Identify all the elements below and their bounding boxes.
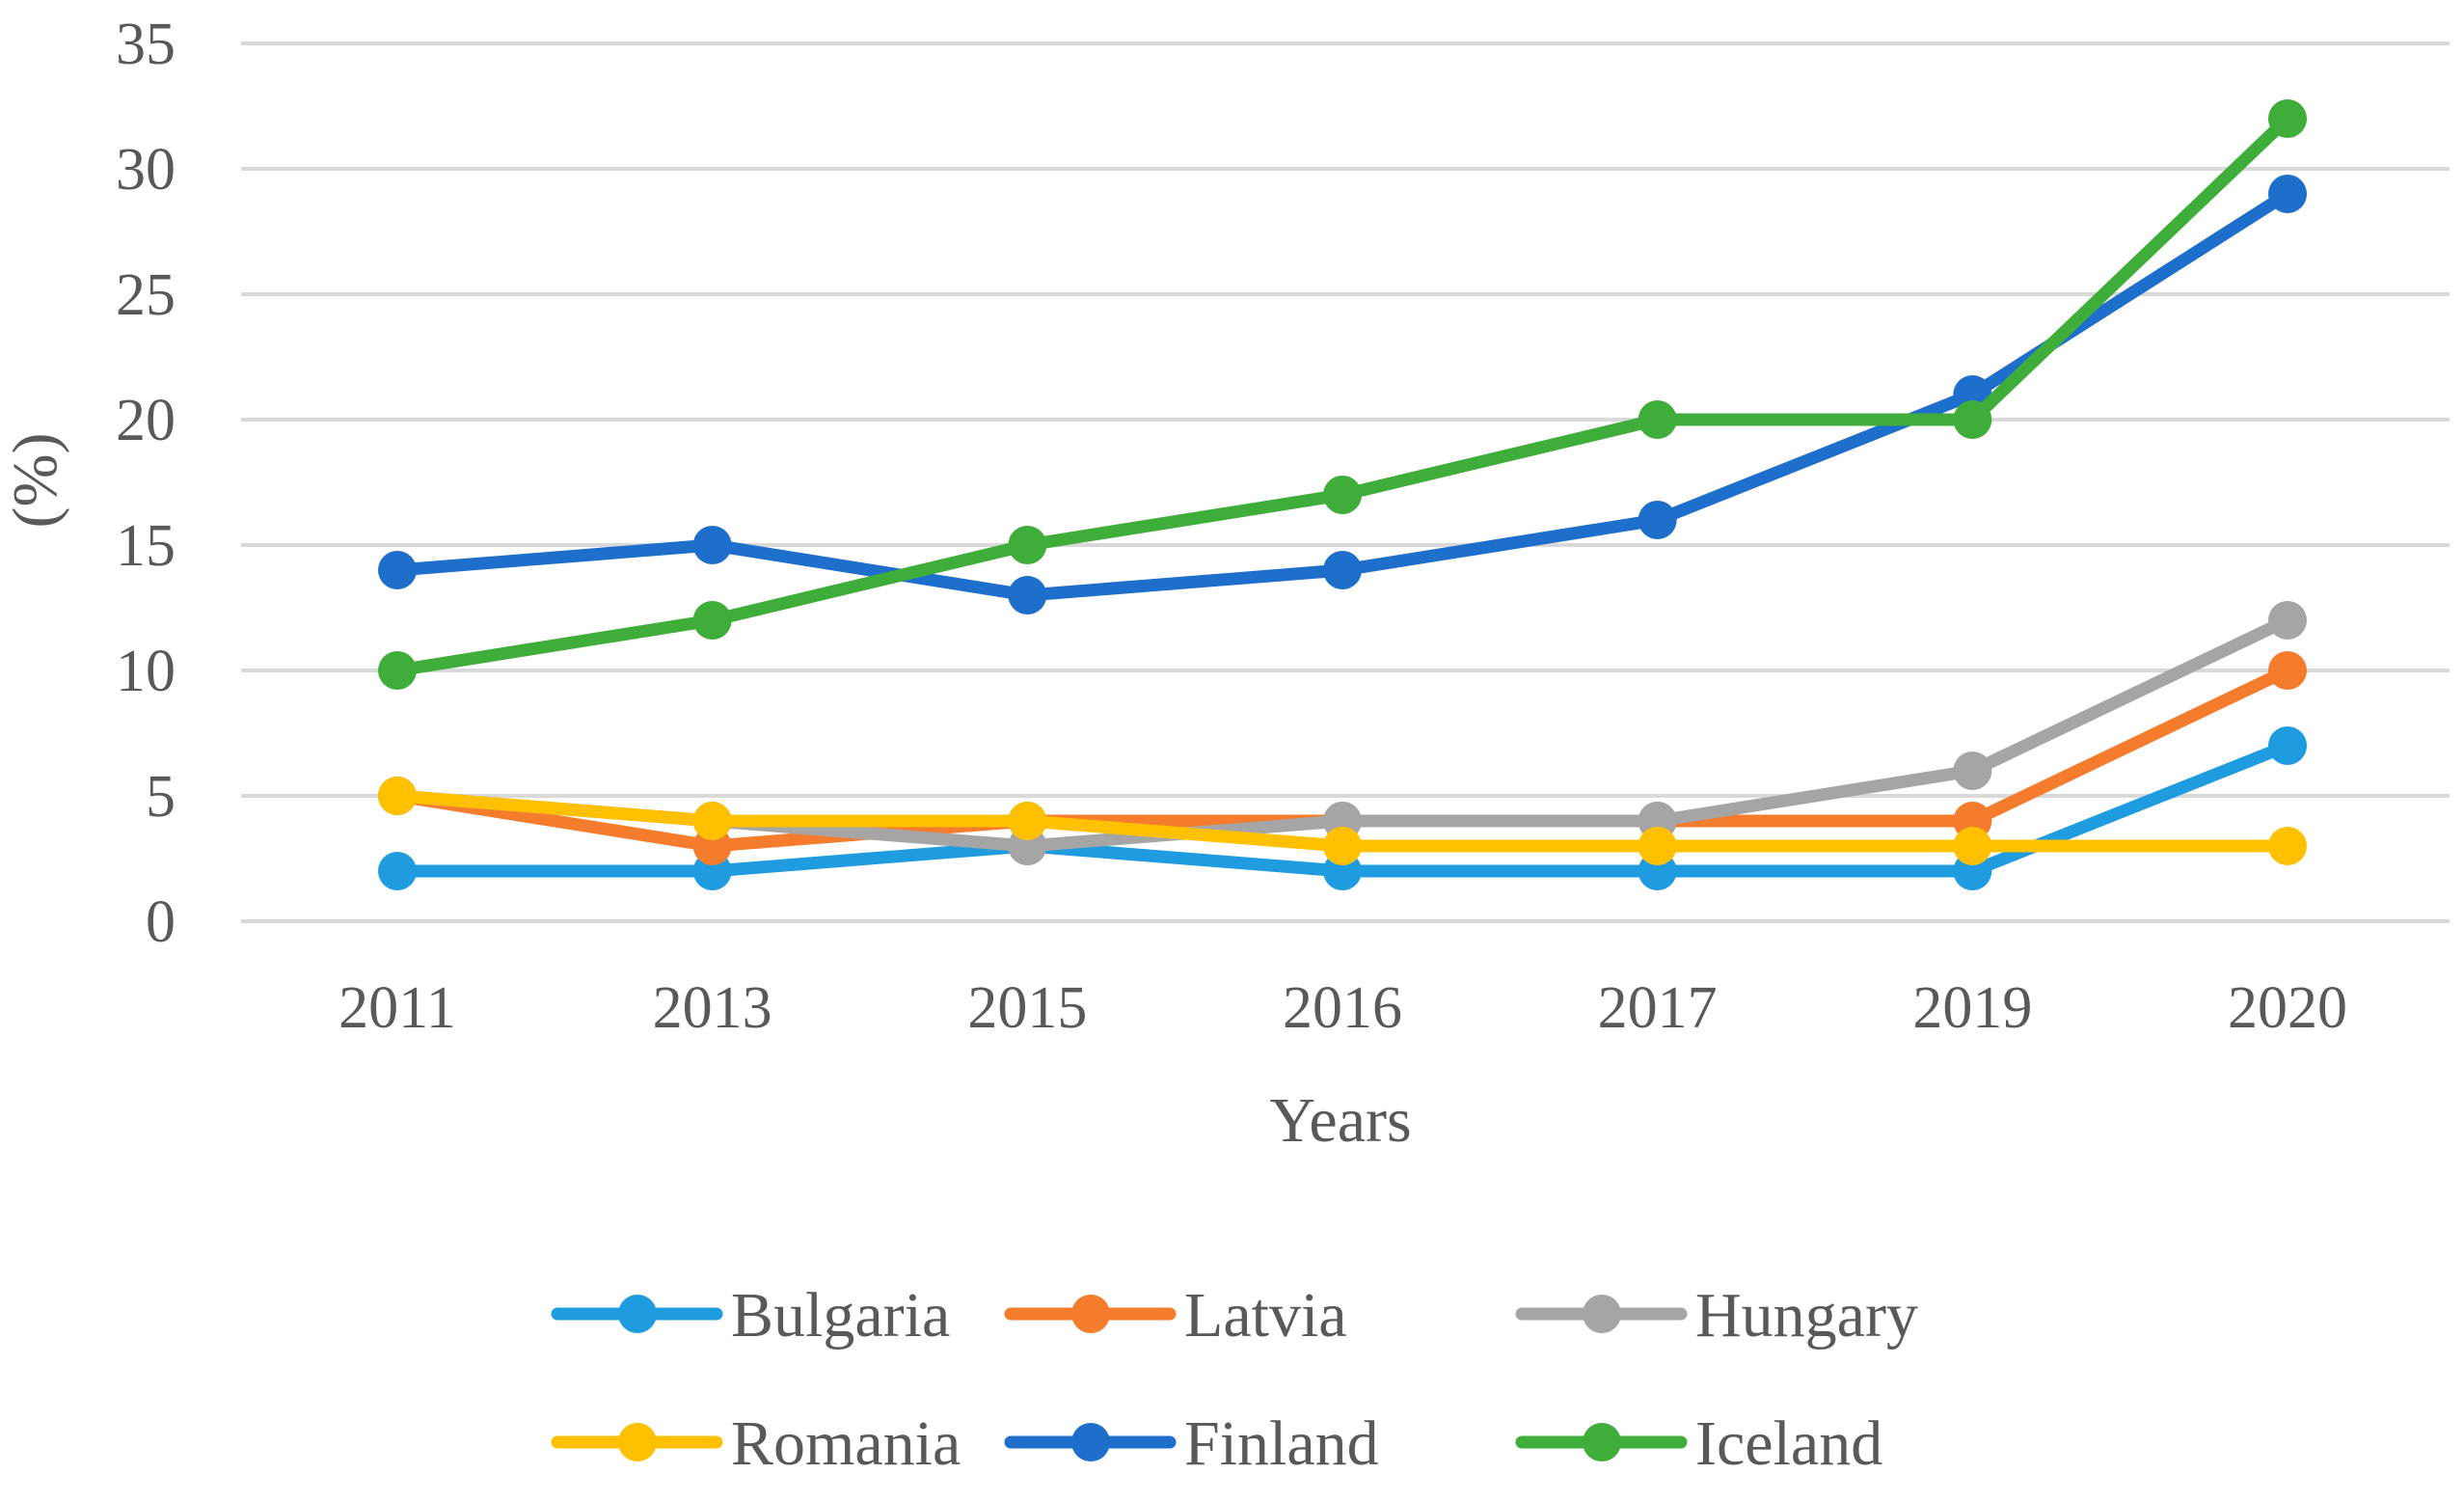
x-tick-label: 2011	[338, 975, 456, 1041]
data-point-iceland-2020	[2268, 99, 2307, 138]
y-axis-ticks: 0 5 10 15 20 25 30 35	[116, 12, 176, 955]
data-point-romania-2011	[378, 777, 417, 815]
x-axis-title: Years	[1269, 1085, 1411, 1156]
legend-item-finland: Finland	[1004, 1408, 1379, 1479]
series-lines	[378, 99, 2307, 890]
legend-swatch-marker	[618, 1423, 657, 1461]
legend-label: Finland	[1184, 1408, 1379, 1479]
legend-item-hungary: Hungary	[1515, 1280, 1918, 1351]
y-tick-label: 15	[116, 513, 176, 579]
series-finland	[378, 175, 2307, 614]
legend-item-iceland: Iceland	[1515, 1408, 1882, 1479]
legend-swatch-marker	[1071, 1423, 1110, 1461]
data-point-hungary-2019	[1953, 751, 1992, 790]
data-point-finland-2017	[1638, 501, 1677, 539]
x-tick-label: 2013	[653, 975, 772, 1041]
data-point-romania-2017	[1638, 827, 1677, 865]
legend-swatch-marker	[1583, 1423, 1621, 1461]
data-point-iceland-2017	[1638, 400, 1677, 439]
data-point-romania-2015	[1008, 802, 1047, 840]
data-point-finland-2015	[1008, 576, 1047, 614]
data-point-romania-2019	[1953, 827, 1992, 865]
data-point-hungary-2020	[2268, 601, 2307, 640]
y-tick-label: 20	[116, 388, 176, 453]
legend-swatch-marker	[1071, 1295, 1110, 1333]
data-point-bulgaria-2011	[378, 852, 417, 890]
legend-label: Iceland	[1695, 1408, 1882, 1479]
y-tick-label: 0	[146, 889, 176, 955]
x-tick-label: 2015	[967, 975, 1087, 1041]
x-tick-label: 2019	[1912, 975, 2032, 1041]
legend-item-latvia: Latvia	[1004, 1280, 1347, 1351]
legend-label: Latvia	[1184, 1280, 1347, 1351]
gridlines	[241, 41, 2450, 923]
data-point-latvia-2020	[2268, 651, 2307, 690]
series-hungary	[378, 601, 2307, 865]
y-tick-label: 10	[116, 639, 176, 704]
legend-swatch-marker	[618, 1295, 657, 1333]
x-axis-ticks: 2011 2013 2015 2016 2017 2019 2020	[338, 975, 2347, 1041]
y-tick-label: 5	[146, 764, 176, 830]
legend-label: Hungary	[1695, 1280, 1918, 1351]
data-point-finland-2020	[2268, 175, 2307, 213]
legend-item-bulgaria: Bulgaria	[551, 1280, 950, 1351]
data-point-romania-2020	[2268, 827, 2307, 865]
y-tick-label: 30	[116, 137, 176, 203]
series-romania	[378, 777, 2307, 865]
data-point-iceland-2015	[1008, 526, 1047, 564]
data-point-iceland-2019	[1953, 400, 1992, 439]
data-point-finland-2011	[378, 551, 417, 589]
y-tick-label: 35	[116, 12, 176, 77]
data-point-finland-2013	[692, 526, 732, 564]
y-axis-title: (%)	[0, 433, 70, 529]
x-tick-label: 2017	[1598, 975, 1718, 1041]
legend: Bulgaria Latvia Hungary Romania Finland Icela…	[551, 1280, 1918, 1479]
y-tick-label: 25	[116, 262, 176, 328]
data-point-bulgaria-2020	[2268, 726, 2307, 765]
x-tick-label: 2020	[2228, 975, 2347, 1041]
x-tick-label: 2016	[1283, 975, 1402, 1041]
data-point-iceland-2016	[1323, 476, 1362, 514]
legend-swatch-marker	[1583, 1295, 1621, 1333]
legend-label: Romania	[731, 1408, 961, 1479]
data-point-romania-2016	[1323, 827, 1362, 865]
data-point-iceland-2011	[378, 651, 417, 690]
data-point-romania-2013	[692, 802, 732, 840]
legend-label: Bulgaria	[731, 1280, 950, 1351]
data-point-iceland-2013	[692, 601, 732, 640]
series-iceland	[378, 99, 2307, 690]
data-point-finland-2016	[1323, 551, 1362, 589]
legend-item-romania: Romania	[551, 1408, 961, 1479]
